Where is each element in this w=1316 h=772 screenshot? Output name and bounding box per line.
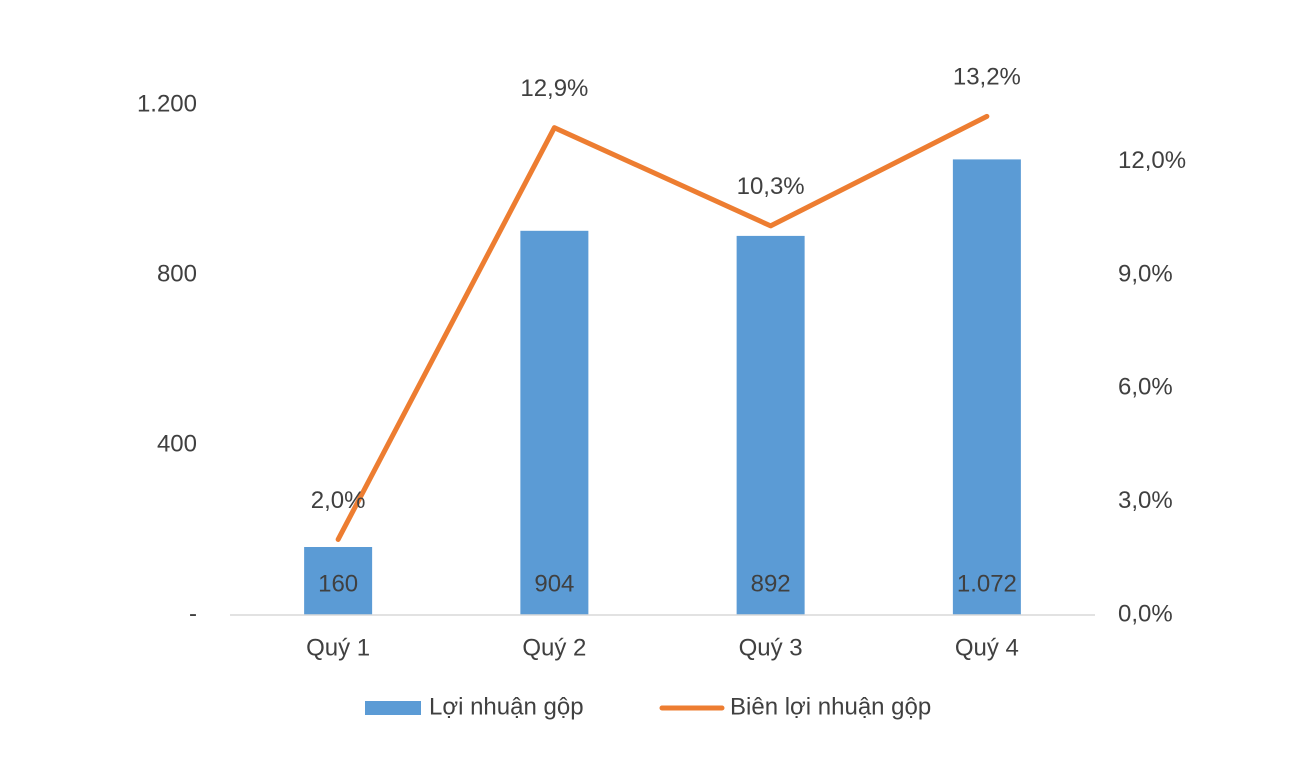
line-value-label: 10,3% bbox=[737, 173, 805, 200]
bar-value-label: 904 bbox=[534, 570, 574, 597]
line bbox=[335, 113, 990, 542]
bar bbox=[736, 235, 805, 615]
legend-swatch bbox=[365, 701, 421, 715]
y-tick-label: 800 bbox=[157, 260, 197, 287]
y2-tick-label: 12,0% bbox=[1118, 147, 1186, 174]
y2-tick-label: 6,0% bbox=[1118, 374, 1173, 401]
x-tick-label: Quý 2 bbox=[522, 634, 586, 661]
bar-value-label: 160 bbox=[318, 570, 358, 597]
line-value-label: 2,0% bbox=[311, 487, 366, 514]
x-tick-label: Quý 1 bbox=[306, 634, 370, 661]
y-tick-label: - bbox=[189, 600, 197, 627]
y2-tick-label: 0,0% bbox=[1118, 600, 1173, 627]
bar-value-label: 892 bbox=[751, 570, 791, 597]
bar bbox=[304, 547, 373, 615]
x-tick-label: Quý 4 bbox=[955, 634, 1019, 661]
bar bbox=[952, 159, 1021, 615]
line-value-label: 13,2% bbox=[953, 64, 1021, 91]
y2-tick-label: 9,0% bbox=[1118, 260, 1173, 287]
legend-label: Biên lợi nhuận gộp bbox=[730, 693, 931, 720]
bar-value-label: 1.072 bbox=[957, 570, 1017, 597]
legend-label: Lợi nhuận gộp bbox=[429, 693, 584, 720]
line-value-label: 12,9% bbox=[520, 75, 588, 102]
x-tick-label: Quý 3 bbox=[739, 634, 803, 661]
y-tick-label: 1.200 bbox=[137, 90, 197, 117]
y-tick-label: 400 bbox=[157, 430, 197, 457]
y2-tick-label: 3,0% bbox=[1118, 487, 1173, 514]
bar bbox=[520, 230, 589, 616]
